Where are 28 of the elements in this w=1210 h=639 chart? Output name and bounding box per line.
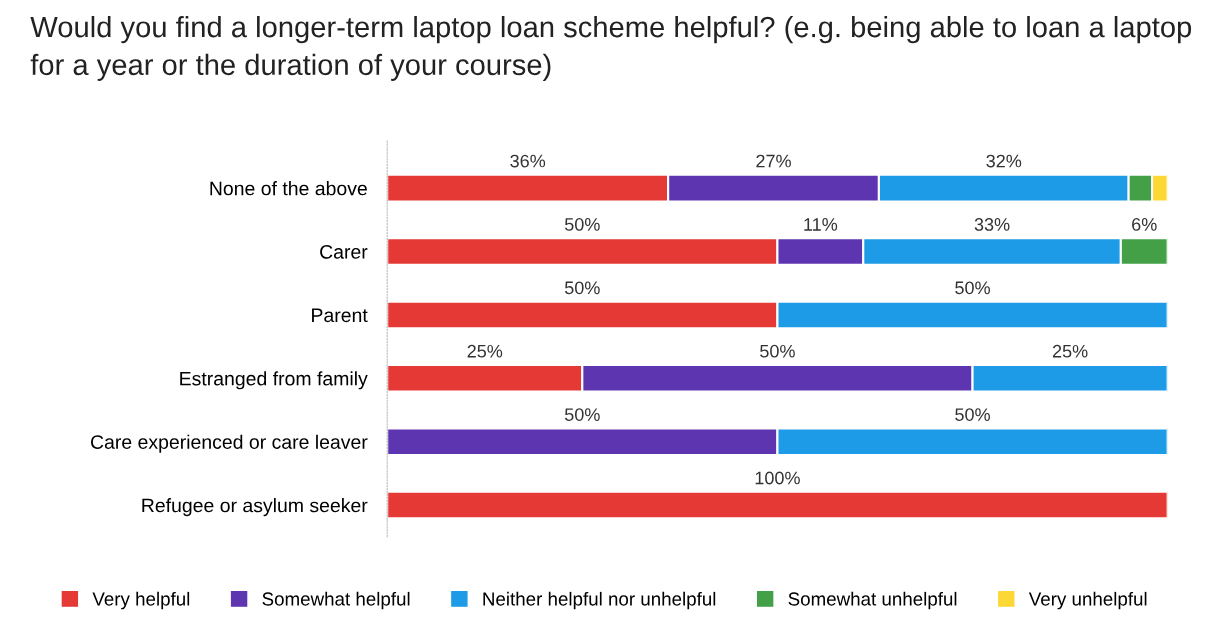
data-label: 50% — [955, 408, 990, 421]
data-label: 50% — [564, 408, 600, 421]
data-label: 50% — [955, 281, 990, 295]
data-label: 27% — [756, 154, 791, 168]
y-tick-label: Care experienced or care leaver — [91, 434, 368, 453]
legend-label: Neither helpful nor unhelpful — [483, 591, 716, 610]
data-label: 25% — [1052, 344, 1088, 358]
y-tick-label: Estranged from family — [180, 371, 368, 390]
data-label: 6% — [1132, 218, 1157, 231]
bar — [387, 490, 1168, 520]
data-label: 100% — [755, 471, 800, 485]
legend-label: Somewhat unhelpful — [788, 591, 957, 610]
legend-label: Somewhat helpful — [262, 591, 410, 610]
legend-label: Very helpful — [92, 591, 190, 610]
legend-label: Very unhelpful — [1028, 591, 1147, 610]
y-tick-label: None of the above — [210, 181, 367, 196]
data-label: 11% — [804, 218, 838, 231]
chart-title: Would you find a longer-term laptop loan scheme helpful? (e.g. being able to loan a laptop for a year or the duration of your course) — [30, 15, 1192, 81]
data-label: 50% — [760, 344, 795, 358]
y-tick-label: Refugee or asylum seeker — [142, 498, 368, 517]
data-label: 33% — [974, 218, 1010, 231]
y-tick-label: Carer — [320, 244, 368, 259]
data-label: 50% — [564, 281, 600, 295]
data-label: 32% — [986, 154, 1022, 168]
y-tick-label: Parent — [312, 308, 368, 323]
data-label: 36% — [510, 154, 546, 168]
data-label: 50% — [564, 218, 600, 231]
data-label: 25% — [467, 344, 503, 358]
